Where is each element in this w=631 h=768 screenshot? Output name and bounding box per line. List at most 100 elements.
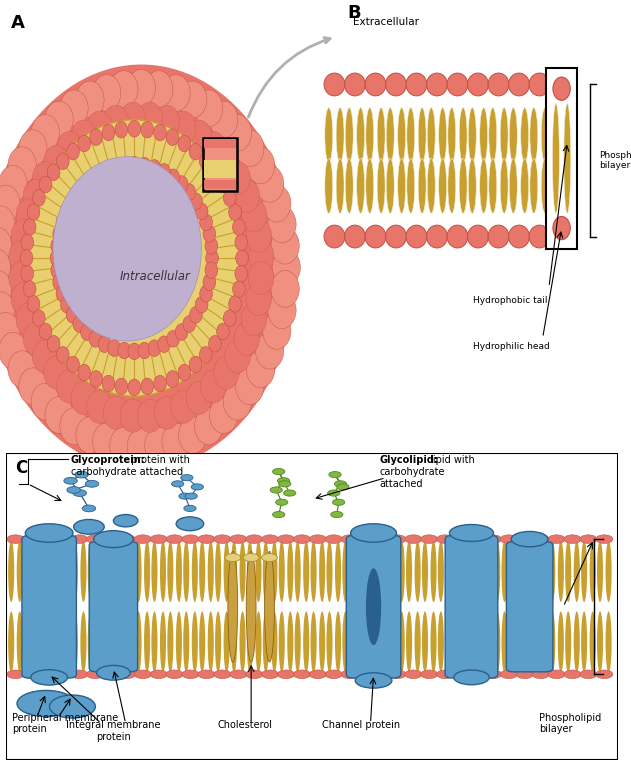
Ellipse shape [526, 541, 532, 602]
Circle shape [0, 227, 11, 264]
Circle shape [19, 368, 47, 405]
Ellipse shape [427, 108, 435, 163]
Circle shape [32, 310, 45, 326]
Ellipse shape [310, 541, 317, 602]
Circle shape [245, 535, 262, 544]
Ellipse shape [509, 108, 517, 163]
Circle shape [128, 343, 141, 359]
Text: Phospholipid
bilayer: Phospholipid bilayer [599, 151, 631, 170]
Ellipse shape [438, 611, 444, 673]
Ellipse shape [459, 158, 467, 214]
Ellipse shape [112, 541, 119, 602]
Circle shape [90, 371, 102, 387]
Circle shape [44, 145, 69, 179]
Ellipse shape [119, 611, 126, 673]
Circle shape [452, 670, 469, 679]
FancyBboxPatch shape [445, 535, 498, 678]
Circle shape [57, 370, 82, 403]
Ellipse shape [358, 611, 364, 673]
Ellipse shape [136, 611, 141, 673]
Ellipse shape [303, 541, 309, 602]
Circle shape [200, 286, 213, 302]
Ellipse shape [176, 611, 182, 673]
Ellipse shape [406, 541, 412, 602]
Ellipse shape [430, 541, 437, 602]
Circle shape [437, 670, 454, 679]
Circle shape [21, 265, 33, 282]
Ellipse shape [345, 225, 365, 248]
Circle shape [86, 670, 103, 679]
Ellipse shape [114, 515, 138, 527]
Circle shape [0, 249, 11, 286]
Circle shape [11, 283, 37, 316]
Circle shape [532, 535, 549, 544]
Ellipse shape [324, 225, 345, 248]
Ellipse shape [183, 541, 189, 602]
Ellipse shape [530, 158, 538, 214]
Text: Integral membrane
protein: Integral membrane protein [66, 720, 161, 742]
Circle shape [273, 468, 285, 475]
Circle shape [162, 74, 190, 111]
Circle shape [213, 356, 239, 389]
Circle shape [32, 340, 58, 373]
Ellipse shape [422, 541, 428, 602]
Circle shape [205, 237, 218, 254]
Ellipse shape [53, 157, 201, 341]
Circle shape [60, 408, 88, 445]
Circle shape [223, 114, 252, 151]
Circle shape [9, 261, 34, 294]
Circle shape [203, 226, 216, 242]
Circle shape [23, 280, 36, 297]
Ellipse shape [469, 541, 476, 602]
Circle shape [141, 378, 153, 395]
Ellipse shape [526, 611, 532, 673]
Circle shape [268, 292, 296, 329]
Ellipse shape [542, 611, 548, 673]
Ellipse shape [199, 611, 205, 673]
Circle shape [309, 670, 326, 679]
Ellipse shape [24, 611, 30, 673]
Circle shape [580, 670, 597, 679]
Circle shape [45, 101, 73, 138]
Circle shape [262, 185, 291, 222]
Circle shape [32, 190, 45, 207]
Circle shape [235, 368, 264, 405]
Ellipse shape [449, 525, 493, 541]
Ellipse shape [136, 541, 141, 602]
Circle shape [128, 121, 141, 137]
Ellipse shape [176, 541, 182, 602]
Ellipse shape [454, 670, 489, 685]
Circle shape [57, 131, 82, 164]
Ellipse shape [469, 611, 476, 673]
Ellipse shape [215, 541, 221, 602]
FancyBboxPatch shape [22, 535, 76, 678]
Circle shape [228, 296, 242, 313]
Circle shape [209, 336, 221, 352]
Ellipse shape [366, 568, 381, 645]
Ellipse shape [383, 541, 389, 602]
Ellipse shape [530, 108, 538, 163]
Circle shape [102, 376, 115, 392]
Ellipse shape [589, 541, 596, 602]
Circle shape [183, 316, 196, 333]
Ellipse shape [336, 108, 344, 163]
Ellipse shape [427, 225, 447, 248]
Ellipse shape [407, 158, 415, 214]
Circle shape [437, 535, 454, 544]
Circle shape [166, 670, 183, 679]
Text: C: C [16, 459, 28, 477]
Ellipse shape [406, 73, 427, 96]
Ellipse shape [427, 158, 435, 214]
Bar [204, 160, 236, 178]
Circle shape [8, 147, 36, 184]
Ellipse shape [454, 611, 460, 673]
Circle shape [271, 270, 299, 307]
Circle shape [150, 535, 167, 544]
Circle shape [172, 481, 184, 487]
Circle shape [341, 535, 358, 544]
Circle shape [230, 670, 247, 679]
Ellipse shape [319, 541, 325, 602]
Ellipse shape [581, 611, 587, 673]
Circle shape [102, 670, 119, 679]
Ellipse shape [231, 611, 237, 673]
